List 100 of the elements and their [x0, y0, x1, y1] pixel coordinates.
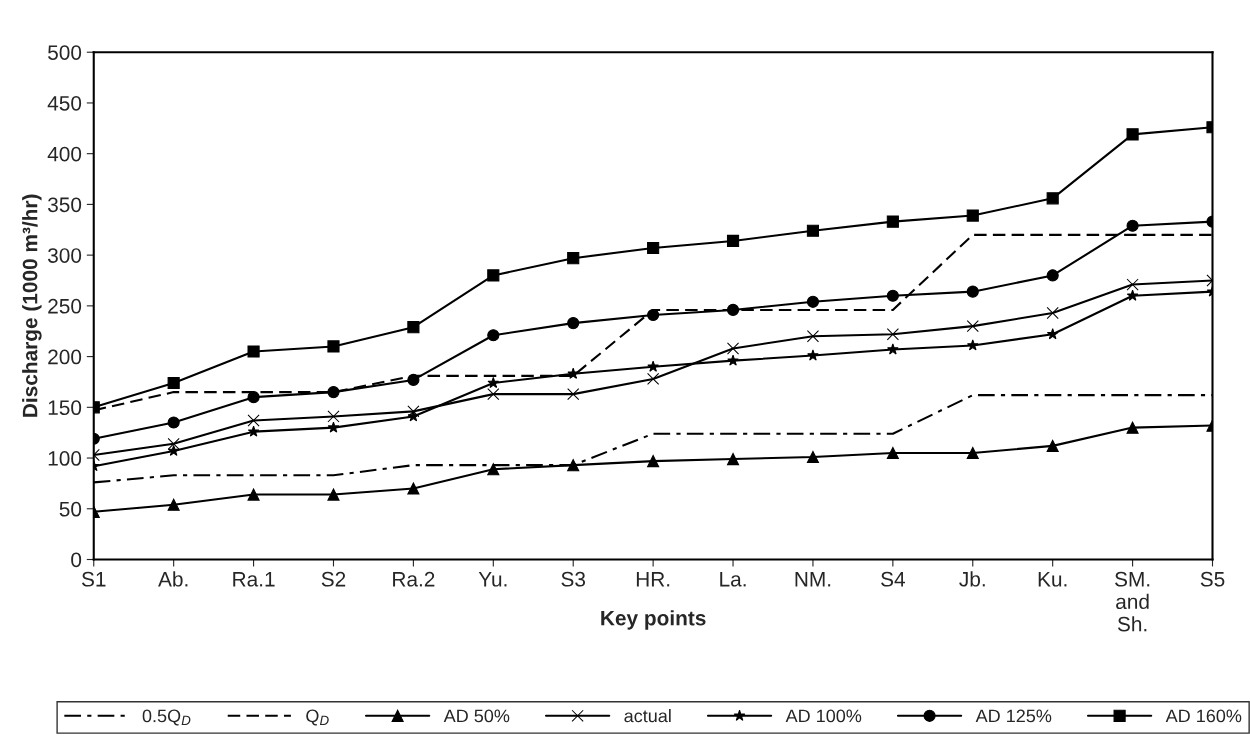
legend-label: AD 160% [1165, 709, 1242, 723]
point [887, 343, 899, 355]
y-tick-label: 500 [48, 45, 82, 60]
point [327, 488, 340, 501]
point [1126, 289, 1139, 301]
point [726, 234, 740, 247]
point [1046, 306, 1059, 320]
y-tick-label: 200 [48, 349, 82, 365]
y-tick-label: 400 [47, 146, 82, 162]
point [886, 215, 899, 228]
point [567, 459, 580, 472]
x-tick-label: La. [720, 572, 746, 587]
point [327, 421, 340, 433]
x-axis-title: Key points [601, 610, 706, 630]
point [247, 391, 260, 404]
point [647, 360, 659, 372]
point [807, 349, 819, 361]
point [407, 405, 420, 418]
x-tick-label: NM. [795, 572, 831, 587]
x-tick-label: S3 [561, 571, 586, 587]
point [1046, 328, 1059, 340]
point [247, 425, 260, 437]
x-tick-label: Ra.1 [233, 572, 275, 587]
point [487, 269, 500, 282]
x-tick-label: S4 [881, 571, 905, 587]
point [806, 450, 820, 464]
point [407, 373, 420, 386]
point [487, 376, 500, 388]
point [167, 498, 180, 511]
x-tick-label: Yu. [478, 572, 507, 587]
point [567, 388, 580, 401]
y-tick-label: 100 [48, 451, 82, 466]
x-tick-label: HR. [636, 572, 670, 587]
point [966, 285, 979, 298]
point [966, 320, 979, 333]
y-tick-label: 0 [71, 552, 82, 568]
x-tick-label: Ra.2 [393, 571, 435, 587]
x-tick-label: S1 [81, 571, 106, 587]
point [1046, 192, 1059, 205]
y-tick-label: 450 [47, 95, 82, 111]
point [647, 372, 660, 385]
point [567, 367, 580, 379]
y-tick-label: 50 [59, 501, 82, 517]
point [1126, 219, 1139, 232]
point [167, 416, 180, 429]
point [726, 342, 740, 355]
point [806, 224, 820, 237]
point [886, 446, 899, 460]
point [167, 376, 180, 390]
legend-label: AD 50% [443, 709, 510, 723]
legend-label: AD 100% [785, 709, 862, 723]
point [1046, 439, 1059, 452]
x-tick-label: Jb. [959, 571, 985, 587]
point [647, 455, 660, 468]
point [167, 444, 180, 456]
y-tick-label: 300 [47, 248, 82, 263]
point [1126, 278, 1139, 291]
point [487, 329, 500, 342]
point [1126, 128, 1139, 141]
point [407, 482, 420, 495]
point [247, 488, 260, 501]
point [966, 339, 979, 351]
point [726, 452, 740, 466]
point [327, 410, 340, 423]
y-tick-label: 250 [48, 298, 82, 314]
point [487, 388, 500, 401]
y-axis-title: Discharge (1000 m³/hr) [22, 194, 42, 417]
x-tick-label: Ab. [158, 571, 188, 587]
point [407, 321, 420, 334]
y-tick-label: 150 [48, 400, 82, 416]
y-tick-label: 350 [47, 197, 82, 213]
point [407, 410, 420, 422]
point [167, 437, 180, 450]
legend-label: 0.5Q$_{D}$ [142, 709, 191, 726]
point [327, 340, 340, 353]
point [1126, 421, 1139, 434]
point [966, 446, 979, 460]
point [327, 386, 340, 399]
point [487, 463, 500, 476]
point [806, 330, 820, 343]
point [726, 303, 740, 316]
point [886, 289, 899, 302]
point [806, 295, 820, 308]
point [247, 345, 260, 358]
point [247, 414, 260, 427]
point [567, 252, 580, 265]
x-tick-label: S2 [321, 571, 346, 587]
legend-label: actual [624, 709, 671, 723]
point [1046, 269, 1059, 282]
legend-label: AD 125% [975, 709, 1052, 723]
x-tick-label: Ku. [1038, 572, 1067, 587]
point [567, 317, 580, 330]
point [966, 209, 979, 222]
x-tick-label: S5 [1200, 571, 1225, 587]
legend-label: Q$_{D}$ [306, 709, 329, 726]
point [647, 241, 660, 255]
x-tick-label: SM. and Sh. [1115, 571, 1150, 632]
point [647, 308, 660, 322]
point [886, 328, 899, 341]
point [727, 354, 739, 366]
